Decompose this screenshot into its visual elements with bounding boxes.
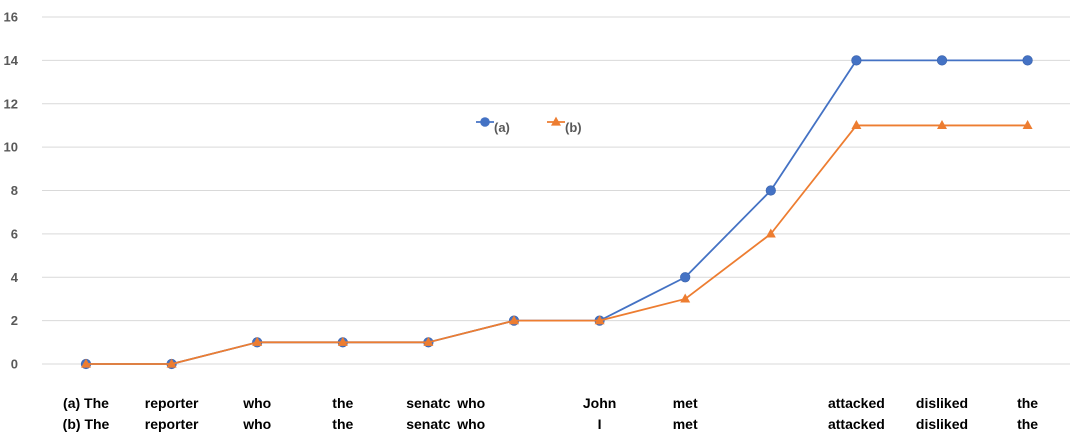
y-tick-label: 12: [4, 96, 18, 111]
x-category-label: reporter: [145, 395, 199, 411]
y-tick-label: 16: [4, 10, 18, 25]
y-tick-label: 10: [4, 140, 18, 155]
x-category-label: who: [456, 395, 485, 411]
x-category-label: senatc: [406, 416, 451, 432]
data-point: [252, 336, 263, 346]
x-category-label: met: [673, 416, 698, 432]
data-point: [765, 228, 776, 238]
x-category-label: disliked: [916, 395, 968, 411]
x-category-label: who: [242, 416, 271, 432]
x-category-label: the: [332, 395, 353, 411]
data-point: [680, 272, 691, 283]
data-point: [851, 55, 862, 66]
y-tick-label: 6: [11, 226, 18, 241]
legend-marker: [551, 116, 561, 126]
data-point: [1022, 120, 1033, 130]
y-tick-label: 14: [4, 53, 19, 68]
x-category-label: the: [332, 416, 353, 432]
data-point: [423, 336, 434, 346]
gridlines: [42, 16, 1070, 365]
x-category-label: who: [242, 395, 271, 411]
y-tick-label: 2: [11, 313, 18, 328]
data-point: [594, 315, 605, 325]
x-category-label: attacked: [828, 395, 885, 411]
data-point: [680, 293, 691, 303]
data-point: [81, 358, 91, 368]
x-category-label: disliked: [916, 416, 968, 432]
y-axis-tick-labels: 0 2 4 6 8 10 12 14 16: [4, 10, 19, 372]
x-category-label: (a) The: [63, 395, 109, 411]
data-point: [936, 55, 948, 66]
y-tick-label: 4: [11, 270, 19, 285]
x-axis-category-labels: (a) The (b) The reporter reporter who who the t…: [63, 395, 1039, 432]
x-category-label: attacked: [828, 416, 885, 432]
x-category-label: senatc: [406, 395, 451, 411]
data-point: [509, 315, 519, 325]
data-point: [937, 120, 947, 130]
y-tick-label: 8: [11, 183, 18, 198]
data-point: [337, 336, 348, 346]
x-category-label: John: [583, 395, 616, 411]
legend-label: (a): [494, 120, 510, 135]
x-category-label: I: [598, 416, 602, 432]
y-tick-label: 0: [11, 357, 18, 372]
x-category-label: the: [1017, 416, 1038, 432]
data-point: [166, 358, 177, 368]
data-series: [80, 55, 1033, 370]
data-point: [765, 185, 776, 196]
legend-marker: [480, 117, 490, 127]
x-category-label: met: [673, 395, 698, 411]
x-category-label: who: [456, 416, 485, 432]
legend: (a) (b): [476, 116, 582, 135]
x-category-label: (b) The: [63, 416, 110, 432]
legend-item-b: (b): [547, 116, 582, 135]
x-category-label: reporter: [145, 416, 199, 432]
legend-label: (b): [565, 120, 582, 135]
series-line: [86, 59, 1028, 365]
legend-item-a: (a): [476, 117, 510, 135]
x-category-label: the: [1017, 395, 1038, 411]
series-b: [81, 120, 1033, 368]
series-a: [80, 55, 1033, 370]
data-point: [851, 120, 862, 130]
data-point: [1022, 55, 1033, 66]
series-line: [86, 124, 1028, 365]
